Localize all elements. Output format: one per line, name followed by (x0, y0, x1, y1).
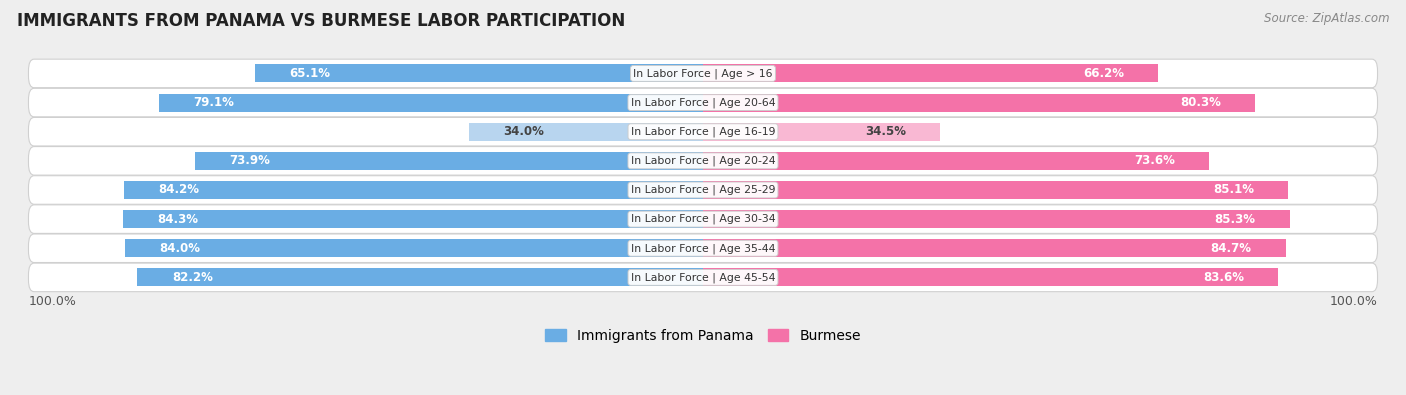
Text: 84.2%: 84.2% (157, 184, 200, 196)
Text: 73.9%: 73.9% (229, 154, 270, 167)
Text: 65.1%: 65.1% (290, 67, 330, 80)
Text: 85.3%: 85.3% (1215, 213, 1256, 226)
Text: In Labor Force | Age 35-44: In Labor Force | Age 35-44 (631, 243, 775, 254)
Bar (703, 181, 1288, 199)
Text: In Labor Force | Age 30-34: In Labor Force | Age 30-34 (631, 214, 775, 224)
Text: 80.3%: 80.3% (1180, 96, 1220, 109)
Text: 84.0%: 84.0% (159, 242, 201, 255)
Bar (703, 123, 941, 141)
Text: 34.5%: 34.5% (865, 125, 905, 138)
FancyBboxPatch shape (28, 147, 1378, 175)
FancyBboxPatch shape (28, 117, 1378, 146)
Bar (254, 64, 703, 83)
Bar (703, 64, 1159, 83)
Text: 73.6%: 73.6% (1135, 154, 1175, 167)
Text: In Labor Force | Age 16-19: In Labor Force | Age 16-19 (631, 126, 775, 137)
Legend: Immigrants from Panama, Burmese: Immigrants from Panama, Burmese (546, 329, 860, 342)
Text: In Labor Force | Age 45-54: In Labor Force | Age 45-54 (631, 272, 775, 283)
Bar (470, 123, 703, 141)
Text: 84.7%: 84.7% (1211, 242, 1251, 255)
Text: 66.2%: 66.2% (1083, 67, 1123, 80)
Bar (122, 210, 703, 228)
Text: 85.1%: 85.1% (1213, 184, 1254, 196)
Text: 100.0%: 100.0% (1329, 295, 1378, 308)
Text: In Labor Force | Age 25-29: In Labor Force | Age 25-29 (631, 185, 775, 195)
FancyBboxPatch shape (28, 88, 1378, 117)
FancyBboxPatch shape (28, 176, 1378, 204)
Text: In Labor Force | Age 20-24: In Labor Force | Age 20-24 (631, 156, 775, 166)
Text: 83.6%: 83.6% (1202, 271, 1244, 284)
FancyBboxPatch shape (28, 263, 1378, 292)
Text: 79.1%: 79.1% (193, 96, 233, 109)
Bar (703, 268, 1278, 286)
Text: 82.2%: 82.2% (172, 271, 212, 284)
FancyBboxPatch shape (28, 59, 1378, 88)
Text: 84.3%: 84.3% (157, 213, 198, 226)
Bar (138, 268, 703, 286)
FancyBboxPatch shape (28, 234, 1378, 263)
Text: 34.0%: 34.0% (503, 125, 544, 138)
Bar (159, 94, 703, 112)
Bar (124, 181, 703, 199)
Text: 100.0%: 100.0% (28, 295, 77, 308)
Text: In Labor Force | Age 20-64: In Labor Force | Age 20-64 (631, 97, 775, 108)
Text: Source: ZipAtlas.com: Source: ZipAtlas.com (1264, 12, 1389, 25)
Text: IMMIGRANTS FROM PANAMA VS BURMESE LABOR PARTICIPATION: IMMIGRANTS FROM PANAMA VS BURMESE LABOR … (17, 12, 626, 30)
Bar (703, 210, 1289, 228)
FancyBboxPatch shape (28, 205, 1378, 233)
Bar (125, 239, 703, 257)
Text: In Labor Force | Age > 16: In Labor Force | Age > 16 (633, 68, 773, 79)
Bar (194, 152, 703, 170)
Bar (703, 152, 1209, 170)
Bar (703, 94, 1256, 112)
Bar (703, 239, 1285, 257)
